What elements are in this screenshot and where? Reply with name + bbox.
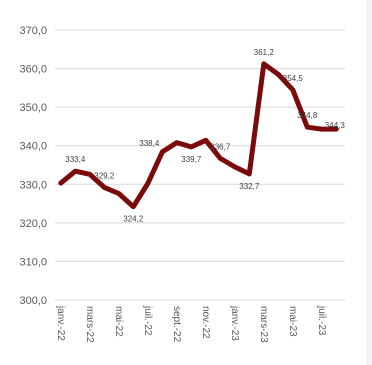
- data-label: 344,8: [297, 111, 318, 120]
- data-label: 339,7: [181, 155, 202, 164]
- data-label: 332,7: [239, 182, 260, 191]
- gridlines: [55, 30, 345, 300]
- x-tick-label: juil.-23: [316, 305, 327, 336]
- y-tick-label: 330,0: [19, 179, 47, 191]
- x-tick-label: mars-23: [258, 306, 269, 343]
- y-tick-label: 320,0: [19, 218, 47, 230]
- data-label: 324,2: [123, 215, 144, 224]
- x-tick-label: mars-22: [84, 306, 95, 343]
- data-label: 338,4: [139, 139, 160, 148]
- data-label: 329,2: [94, 171, 115, 180]
- x-tick-label: janv.-22: [55, 305, 66, 341]
- series-line: [61, 64, 337, 207]
- data-label: 344,3: [325, 121, 346, 130]
- x-tick-label: janv.-23: [229, 305, 240, 341]
- data-label: 354,5: [283, 74, 304, 83]
- y-tick-label: 370,0: [19, 25, 47, 37]
- data-label: 333,4: [65, 155, 86, 164]
- x-tick-label: sept.-22: [171, 306, 182, 343]
- y-tick-label: 350,0: [19, 102, 47, 114]
- y-tick-label: 300,0: [19, 295, 47, 307]
- y-tick-label: 360,0: [19, 64, 47, 76]
- data-labels: 333,4 329,2 324,2 338,4 339,7 336,7 332,7 361,2…: [65, 48, 345, 224]
- x-tick-label: mai-23: [287, 306, 298, 337]
- x-axis-ticks: janv.-22 mars-22 mai-22 juil.-22 sept.-22 nov…: [55, 305, 327, 343]
- data-label: 361,2: [254, 48, 275, 57]
- data-label: 336,7: [210, 142, 231, 151]
- y-tick-label: 340,0: [19, 141, 47, 153]
- x-tick-label: juil.-22: [142, 305, 153, 336]
- x-tick-label: nov.-22: [200, 306, 211, 339]
- y-tick-label: 310,0: [19, 256, 47, 268]
- x-tick-label: mai-22: [113, 306, 124, 337]
- y-axis-ticks: 300,0 310,0 320,0 330,0 340,0 350,0 360,0 370,0: [19, 25, 47, 307]
- series-line-group: [61, 64, 337, 207]
